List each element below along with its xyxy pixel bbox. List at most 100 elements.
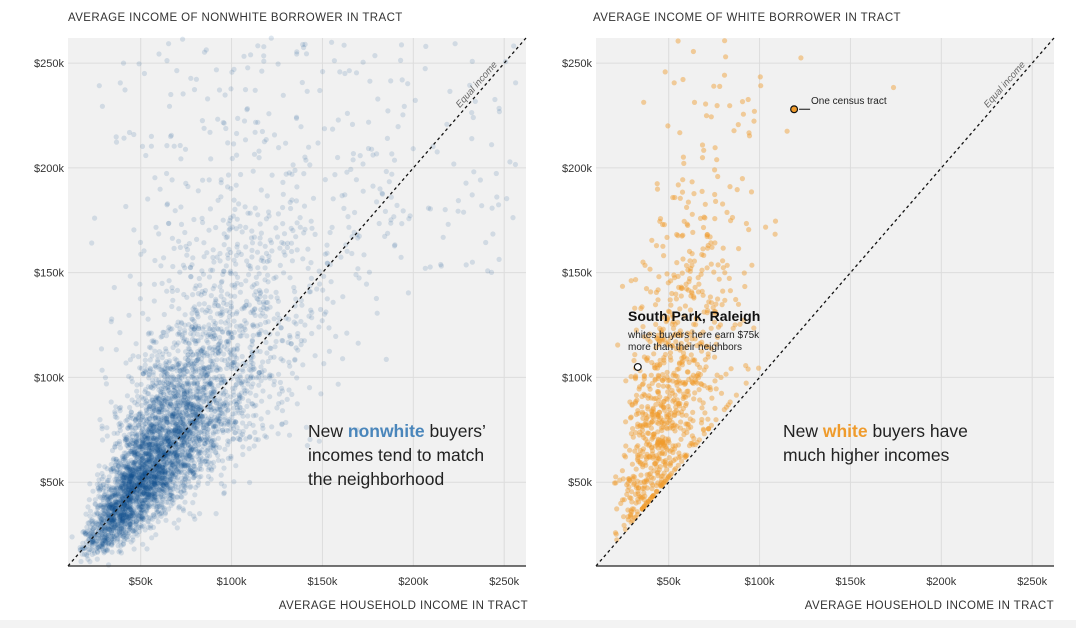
data-point [328, 279, 334, 285]
data-point [157, 493, 163, 499]
data-point [289, 258, 295, 264]
data-point [174, 434, 180, 440]
data-point [298, 297, 304, 303]
data-point [184, 247, 191, 253]
data-point [149, 492, 155, 498]
data-point [262, 319, 269, 325]
data-point [145, 427, 151, 433]
data-point [134, 496, 140, 502]
data-point [422, 66, 428, 72]
data-point [289, 370, 295, 376]
data-point [106, 532, 112, 538]
data-point [123, 490, 129, 496]
data-point [221, 242, 227, 248]
data-point [181, 456, 187, 462]
data-point [239, 353, 245, 360]
data-point [89, 547, 95, 553]
annotation-line2: incomes tend to match [308, 445, 485, 465]
data-point [212, 423, 218, 429]
data-point [263, 288, 269, 294]
data-point [233, 182, 239, 188]
data-point [154, 398, 160, 404]
data-point [121, 488, 127, 494]
data-point [146, 406, 152, 412]
data-point [224, 301, 230, 307]
data-point [217, 411, 223, 417]
data-point [388, 78, 394, 84]
annotation-post: buyers’ [424, 421, 486, 441]
data-point [206, 380, 212, 386]
data-point [118, 509, 124, 515]
data-point [341, 42, 347, 48]
data-point [647, 266, 653, 272]
data-point [204, 350, 210, 356]
data-point [231, 66, 237, 72]
data-point [148, 476, 154, 482]
data-point [113, 139, 120, 145]
data-point [143, 496, 149, 502]
data-point [199, 414, 205, 420]
data-point [510, 215, 516, 221]
data-point [140, 441, 147, 447]
data-point [218, 343, 224, 349]
data-point [391, 157, 398, 163]
data-point [234, 244, 240, 250]
data-point [147, 416, 153, 422]
data-point [178, 156, 184, 162]
data-point [119, 512, 125, 518]
data-point [266, 253, 272, 259]
data-point [274, 331, 281, 337]
data-point [132, 522, 138, 529]
data-point [327, 229, 333, 236]
data-point [268, 345, 274, 352]
data-point [291, 319, 297, 325]
data-point [142, 441, 148, 447]
data-point [197, 347, 203, 353]
data-point [142, 488, 148, 494]
data-point [137, 488, 143, 494]
data-point [165, 366, 171, 372]
data-point [259, 68, 265, 74]
data-point [151, 399, 157, 405]
data-point [170, 297, 176, 303]
data-point [151, 338, 157, 344]
data-point [110, 485, 116, 491]
data-point [504, 196, 510, 202]
data-point [255, 212, 261, 218]
data-point [389, 151, 395, 157]
data-point [197, 449, 203, 456]
data-point [116, 463, 122, 469]
data-point [113, 503, 119, 509]
data-point [104, 540, 110, 546]
data-point [81, 528, 87, 535]
data-point [174, 365, 180, 371]
data-point [155, 474, 161, 480]
data-point [118, 506, 124, 512]
data-point [279, 408, 286, 414]
data-point [164, 370, 170, 376]
data-point [108, 399, 114, 405]
data-point [204, 438, 210, 444]
data-point [229, 335, 235, 341]
data-point [207, 364, 213, 370]
data-point [175, 399, 181, 405]
data-point [143, 450, 149, 457]
data-point [157, 453, 163, 459]
data-point [201, 398, 207, 404]
data-point [266, 209, 272, 215]
data-point [126, 498, 132, 504]
data-point [213, 416, 220, 423]
data-point [125, 464, 131, 470]
data-point [496, 202, 502, 208]
data-point [214, 429, 220, 435]
data-point [150, 445, 156, 451]
data-point [261, 53, 267, 59]
data-point [344, 248, 350, 254]
data-point [303, 157, 309, 163]
data-point [188, 326, 194, 332]
data-point [177, 142, 183, 149]
data-point [166, 506, 172, 512]
data-point [207, 309, 213, 315]
data-point [117, 80, 123, 86]
data-point [335, 154, 341, 161]
